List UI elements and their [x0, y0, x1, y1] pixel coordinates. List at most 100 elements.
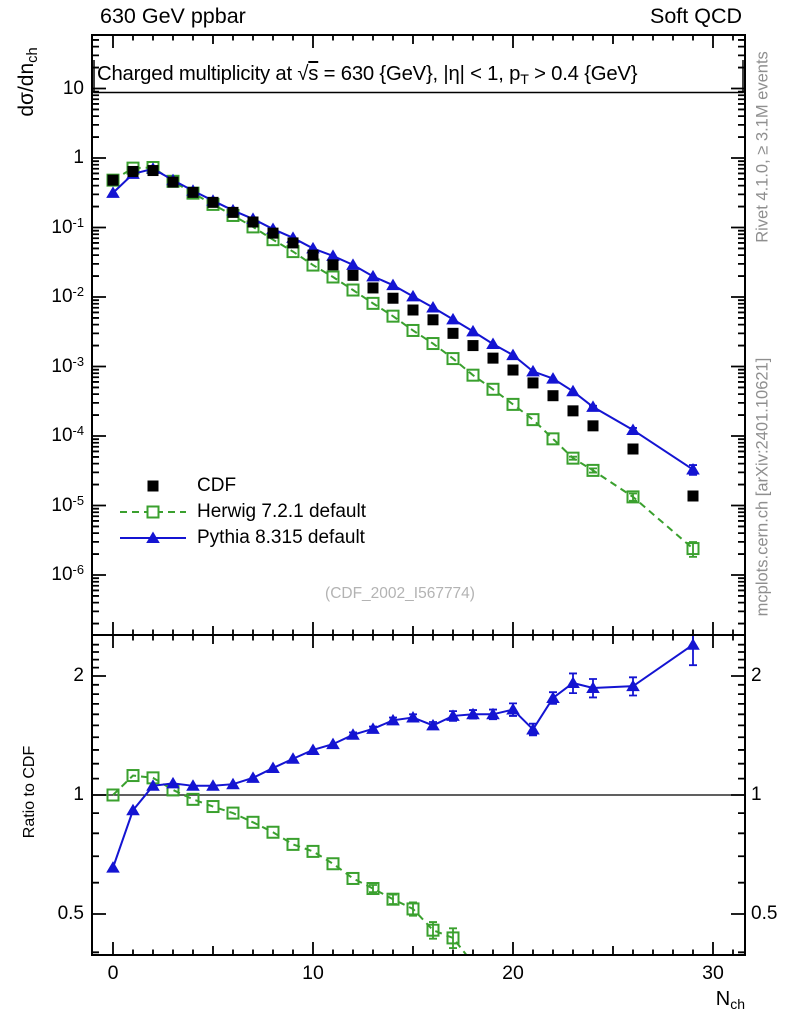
legend-item: Pythia 8.315 default	[118, 525, 366, 551]
data-point	[286, 752, 300, 764]
data-point	[466, 368, 480, 382]
data-point	[586, 463, 600, 477]
legend-marker-square-filled	[147, 480, 159, 492]
data-point	[486, 382, 500, 396]
y-tick-label-ratio: 2	[73, 665, 84, 686]
series-pythia	[106, 162, 700, 476]
data-point	[566, 676, 580, 689]
y-tick-label-main: 1	[73, 147, 84, 168]
data-point	[206, 779, 220, 791]
x-tick-label: 20	[502, 962, 524, 984]
data-point	[126, 769, 140, 783]
data-point	[266, 825, 280, 839]
data-point	[306, 743, 320, 755]
data-point	[167, 176, 179, 188]
data-point	[546, 432, 560, 446]
data-point	[686, 463, 700, 475]
data-point	[366, 296, 380, 310]
data-point	[246, 815, 260, 829]
data-point	[627, 443, 639, 455]
data-point	[246, 771, 260, 783]
data-point	[526, 364, 540, 377]
data-point	[406, 902, 420, 916]
data-point	[247, 216, 259, 228]
data-point	[426, 301, 440, 313]
data-point	[466, 707, 480, 720]
data-point	[427, 314, 439, 326]
y-tick-label-main: 10-1	[51, 214, 84, 238]
data-point	[686, 542, 700, 556]
series-cdf	[107, 165, 699, 502]
data-point	[206, 800, 220, 814]
data-point	[326, 857, 340, 871]
data-point	[346, 728, 360, 740]
plot-title: Charged multiplicity at √s = 630 {GeV}, …	[97, 63, 638, 88]
data-point	[166, 776, 180, 789]
axis-ticks	[92, 35, 745, 955]
data-point	[386, 713, 400, 726]
data-point	[306, 844, 320, 858]
data-point	[366, 882, 380, 896]
data-point	[486, 707, 500, 720]
data-point	[106, 861, 120, 873]
data-point	[186, 792, 200, 806]
data-point	[186, 779, 200, 791]
y-tick-label-ratio-right: 0.5	[751, 903, 778, 924]
y-tick-label-main: 10-3	[51, 353, 84, 377]
data-point	[386, 278, 400, 291]
data-point	[346, 283, 360, 297]
data-point	[387, 292, 399, 304]
data-point	[526, 722, 540, 735]
analysis-watermark: (CDF_2002_I567774)	[325, 585, 475, 602]
data-point	[586, 681, 600, 693]
y-tick-label-main: 10-2	[51, 284, 84, 307]
data-point	[367, 282, 379, 294]
data-point	[506, 397, 520, 411]
data-point	[266, 761, 280, 774]
data-point	[366, 722, 380, 734]
data-point	[527, 377, 539, 389]
data-point	[586, 400, 600, 412]
data-point	[426, 923, 440, 937]
data-point	[326, 737, 340, 750]
data-point	[446, 312, 460, 325]
x-tick-label: 0	[107, 962, 119, 984]
data-point	[366, 269, 380, 282]
data-point	[506, 703, 520, 715]
legend-label: Herwig 7.2.1 default	[197, 501, 366, 522]
data-point	[146, 779, 160, 791]
data-point	[587, 420, 599, 432]
legend-label: Pythia 8.315 default	[197, 527, 365, 548]
y-tick-label-ratio-right: 2	[751, 665, 762, 686]
data-point	[466, 324, 480, 337]
data-point	[686, 638, 700, 650]
data-point	[147, 165, 159, 177]
data-point	[626, 423, 640, 435]
rivet-version-note: Rivet 4.1.0, ≥ 3.1M events	[753, 51, 772, 243]
data-point	[326, 249, 340, 261]
data-point	[407, 304, 419, 316]
data-point	[487, 352, 499, 364]
y-tick-label-ratio: 0.5	[57, 903, 84, 924]
data-point	[567, 405, 579, 417]
data-point	[626, 490, 640, 504]
data-point	[546, 691, 560, 703]
data-point	[286, 837, 300, 851]
legend-item: Herwig 7.2.1 default	[118, 499, 366, 525]
data-point	[187, 186, 199, 198]
data-point	[426, 718, 440, 731]
data-point	[307, 249, 319, 261]
legend: CDF Herwig 7.2.1 default Pythia 8.315 defa…	[118, 473, 366, 551]
data-point	[468, 958, 479, 969]
y-tick-label-main: 10-5	[51, 492, 84, 516]
legend-marker-square-open	[120, 505, 186, 519]
data-point	[327, 259, 339, 271]
data-point	[346, 871, 360, 885]
series-pythia	[106, 636, 700, 873]
legend-item: CDF	[118, 473, 366, 499]
y-tick-label-main: 10-6	[51, 562, 84, 585]
series-herwig	[106, 769, 479, 969]
data-point	[446, 931, 460, 945]
data-point	[426, 337, 440, 351]
